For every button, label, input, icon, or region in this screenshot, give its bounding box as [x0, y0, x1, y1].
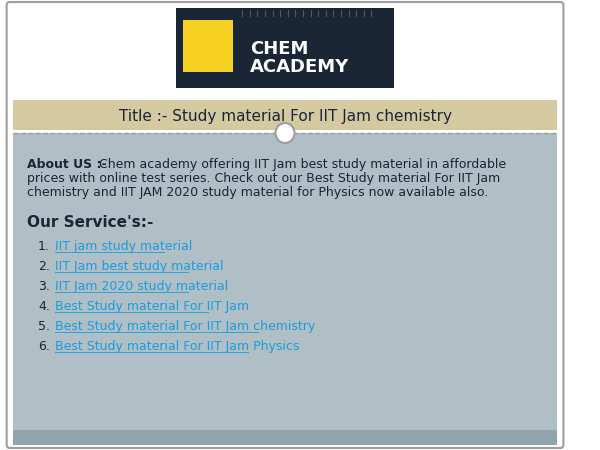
FancyBboxPatch shape	[184, 20, 233, 72]
Text: Best Study material For IIT Jam Physics: Best Study material For IIT Jam Physics	[55, 340, 299, 353]
FancyBboxPatch shape	[7, 2, 563, 448]
Text: CHEM: CHEM	[250, 40, 308, 58]
Text: 5.: 5.	[38, 320, 50, 333]
Text: Title :- Study material For IIT Jam chemistry: Title :- Study material For IIT Jam chem…	[119, 109, 452, 125]
Text: chemistry and IIT JAM 2020 study material for Physics now available also.: chemistry and IIT JAM 2020 study materia…	[26, 186, 488, 199]
Text: Best Study material For IIT Jam: Best Study material For IIT Jam	[55, 300, 249, 313]
Text: 1.: 1.	[38, 240, 50, 253]
Text: 6.: 6.	[38, 340, 50, 353]
Text: ACADEMY: ACADEMY	[250, 58, 349, 76]
Text: IIT Jam best study material: IIT Jam best study material	[55, 260, 224, 273]
Circle shape	[275, 123, 295, 143]
Text: 3.: 3.	[38, 280, 50, 293]
Text: 4.: 4.	[38, 300, 50, 313]
FancyBboxPatch shape	[13, 133, 557, 435]
FancyBboxPatch shape	[13, 430, 557, 445]
FancyBboxPatch shape	[13, 100, 557, 130]
Text: IIT Jam 2020 study material: IIT Jam 2020 study material	[55, 280, 229, 293]
Text: Chem academy offering IIT Jam best study material in affordable: Chem academy offering IIT Jam best study…	[95, 158, 506, 171]
Text: Best Study material For IIT Jam chemistry: Best Study material For IIT Jam chemistr…	[55, 320, 316, 333]
Text: IIT jam study material: IIT jam study material	[55, 240, 193, 253]
Text: Our Service's:-: Our Service's:-	[26, 215, 153, 230]
Text: About US :-: About US :-	[26, 158, 106, 171]
Text: 2.: 2.	[38, 260, 50, 273]
Text: prices with online test series. Check out our Best Study material For IIT Jam: prices with online test series. Check ou…	[26, 172, 500, 185]
FancyBboxPatch shape	[176, 8, 394, 88]
